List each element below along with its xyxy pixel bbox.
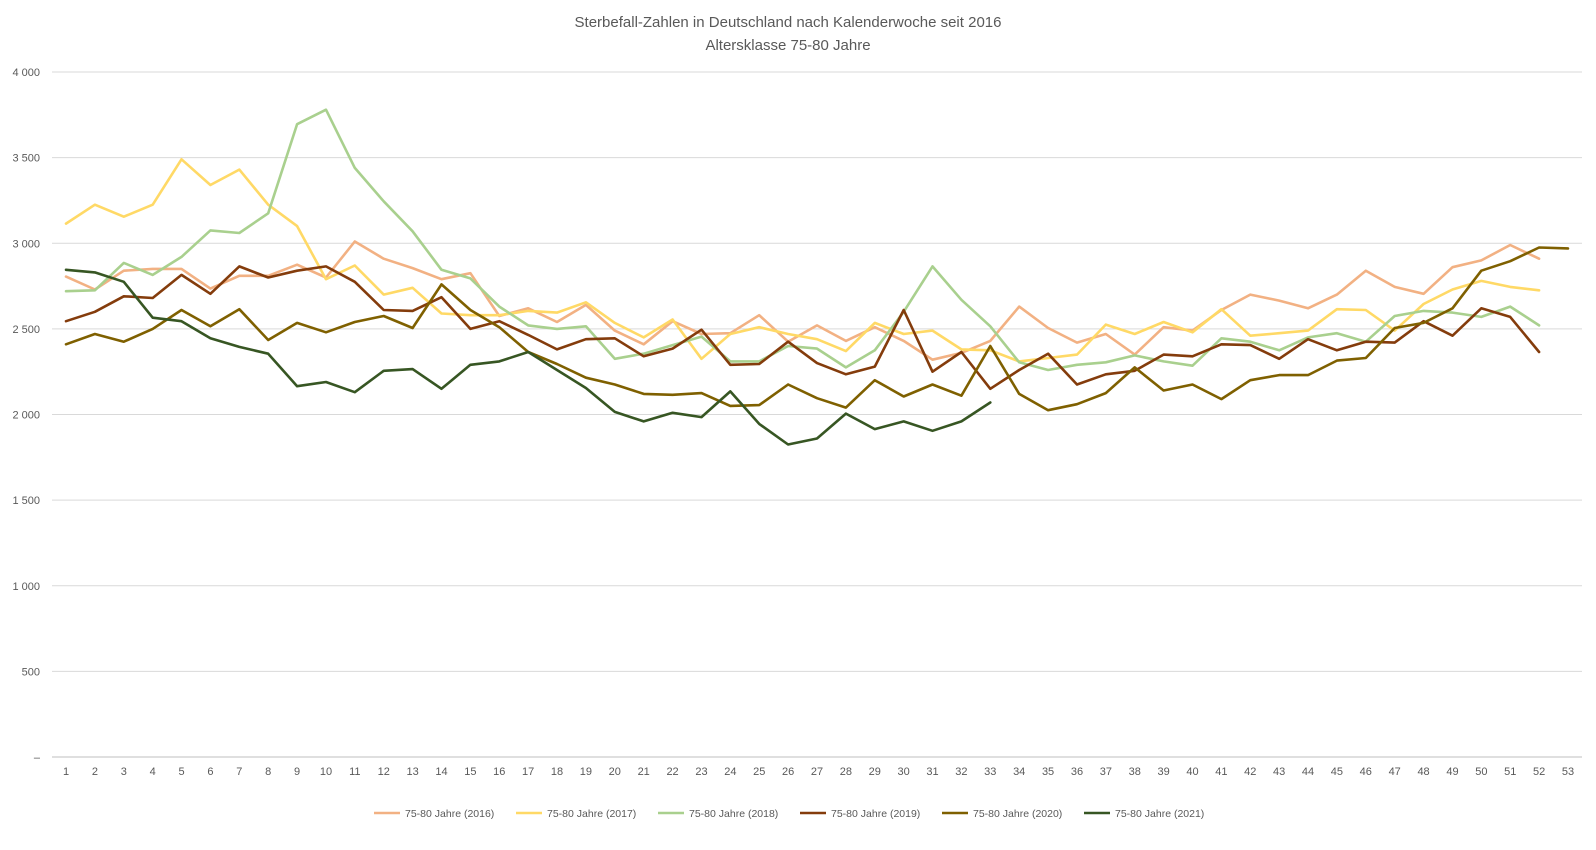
x-tick-label: 18 <box>551 766 563 778</box>
x-axis-tick-labels: 1 2 3 4 5 6 7 8 9 10 11 12 13 14 15 16 17 18 19 20 21 22 23 24 2… <box>63 766 1574 778</box>
x-tick-label: 40 <box>1186 766 1198 778</box>
legend-item: 75-80 Jahre (2017) <box>516 808 636 820</box>
y-tick-label: 500 <box>22 666 40 678</box>
x-tick-label: 12 <box>378 766 390 778</box>
series-path <box>64 158 1541 363</box>
x-tick-label: 4 <box>150 766 156 778</box>
x-tick-label: 8 <box>265 766 271 778</box>
legend-label: 75-80 Jahre (2018) <box>689 808 778 820</box>
series-path <box>64 268 992 446</box>
x-tick-label: 21 <box>638 766 650 778</box>
x-tick-label: 25 <box>753 766 765 778</box>
x-tick-label: 43 <box>1273 766 1285 778</box>
x-tick-label: 35 <box>1042 766 1054 778</box>
x-tick-label: 46 <box>1360 766 1372 778</box>
x-tick-label: 5 <box>178 766 184 778</box>
x-tick-label: 23 <box>695 766 707 778</box>
x-tick-label: 9 <box>294 766 300 778</box>
x-tick-label: 16 <box>493 766 505 778</box>
y-tick-label: 3 000 <box>12 238 40 250</box>
x-tick-label: 44 <box>1302 766 1314 778</box>
series-line-2020 <box>64 246 1570 412</box>
y-axis-tick-labels: – 500 1 000 1 500 2 000 2 500 3 000 3 500 4 000 <box>12 67 40 764</box>
series-line-2018 <box>64 108 1541 372</box>
x-tick-label: 51 <box>1504 766 1516 778</box>
x-tick-label: 17 <box>522 766 534 778</box>
x-tick-label: 30 <box>898 766 910 778</box>
legend-item: 75-80 Jahre (2018) <box>658 808 778 820</box>
legend-item: 75-80 Jahre (2019) <box>800 808 920 820</box>
legend-label: 75-80 Jahre (2019) <box>831 808 920 820</box>
x-tick-label: 13 <box>406 766 418 778</box>
legend-item: 75-80 Jahre (2020) <box>942 808 1062 820</box>
x-tick-label: 31 <box>926 766 938 778</box>
legend-label: 75-80 Jahre (2020) <box>973 808 1062 820</box>
y-tick-label: 1 500 <box>12 495 40 507</box>
x-tick-label: 24 <box>724 766 736 778</box>
x-tick-label: 45 <box>1331 766 1343 778</box>
series-path <box>64 265 1541 391</box>
series-line-2019 <box>64 265 1541 391</box>
x-tick-label: 41 <box>1215 766 1227 778</box>
series-line-2021 <box>64 268 992 446</box>
x-tick-label: 52 <box>1533 766 1545 778</box>
x-tick-label: 38 <box>1129 766 1141 778</box>
x-tick-label: 19 <box>580 766 592 778</box>
x-tick-label: 22 <box>666 766 678 778</box>
x-tick-label: 42 <box>1244 766 1256 778</box>
y-tick-label: 1 000 <box>12 581 40 593</box>
legend-item: 75-80 Jahre (2016) <box>374 808 494 820</box>
legend: 75-80 Jahre (2016) 75-80 Jahre (2017) 75-8… <box>374 808 1204 820</box>
legend-item: 75-80 Jahre (2021) <box>1084 808 1204 820</box>
series-path <box>64 240 1541 362</box>
chart-title: Sterbefall-Zahlen in Deutschland nach Ka… <box>575 14 1002 31</box>
x-tick-label: 14 <box>435 766 447 778</box>
chart-subtitle: Altersklasse 75-80 Jahre <box>705 37 870 54</box>
x-tick-label: 29 <box>869 766 881 778</box>
x-tick-label: 7 <box>236 766 242 778</box>
y-tick-label: 3 500 <box>12 153 40 165</box>
x-tick-label: 36 <box>1071 766 1083 778</box>
legend-label: 75-80 Jahre (2017) <box>547 808 636 820</box>
series-path <box>64 246 1570 412</box>
x-tick-label: 34 <box>1013 766 1025 778</box>
legend-label: 75-80 Jahre (2021) <box>1115 808 1204 820</box>
y-tick-label: 4 000 <box>12 67 40 79</box>
series-line-2017 <box>64 158 1541 363</box>
x-tick-label: 6 <box>207 766 213 778</box>
x-tick-label: 32 <box>955 766 967 778</box>
x-tick-label: 11 <box>349 766 360 778</box>
x-tick-label: 2 <box>92 766 98 778</box>
x-tick-label: 47 <box>1389 766 1401 778</box>
legend-label: 75-80 Jahre (2016) <box>405 808 494 820</box>
x-tick-label: 39 <box>1157 766 1169 778</box>
series-lines <box>64 108 1570 446</box>
x-tick-label: 1 <box>63 766 69 778</box>
x-tick-label: 20 <box>609 766 621 778</box>
x-tick-label: 3 <box>121 766 127 778</box>
y-tick-label: – <box>34 752 41 764</box>
x-tick-label: 53 <box>1562 766 1574 778</box>
y-tick-label: 2 500 <box>12 324 40 336</box>
x-tick-label: 26 <box>782 766 794 778</box>
y-tick-label: 2 000 <box>12 410 40 422</box>
x-tick-label: 10 <box>320 766 332 778</box>
series-path <box>64 108 1541 372</box>
x-tick-label: 15 <box>464 766 476 778</box>
series-line-2016 <box>64 240 1541 362</box>
x-tick-label: 48 <box>1417 766 1429 778</box>
x-tick-label: 49 <box>1446 766 1458 778</box>
x-tick-label: 37 <box>1100 766 1112 778</box>
x-tick-label: 27 <box>811 766 823 778</box>
x-tick-label: 28 <box>840 766 852 778</box>
x-tick-label: 33 <box>984 766 996 778</box>
x-tick-label: 50 <box>1475 766 1487 778</box>
